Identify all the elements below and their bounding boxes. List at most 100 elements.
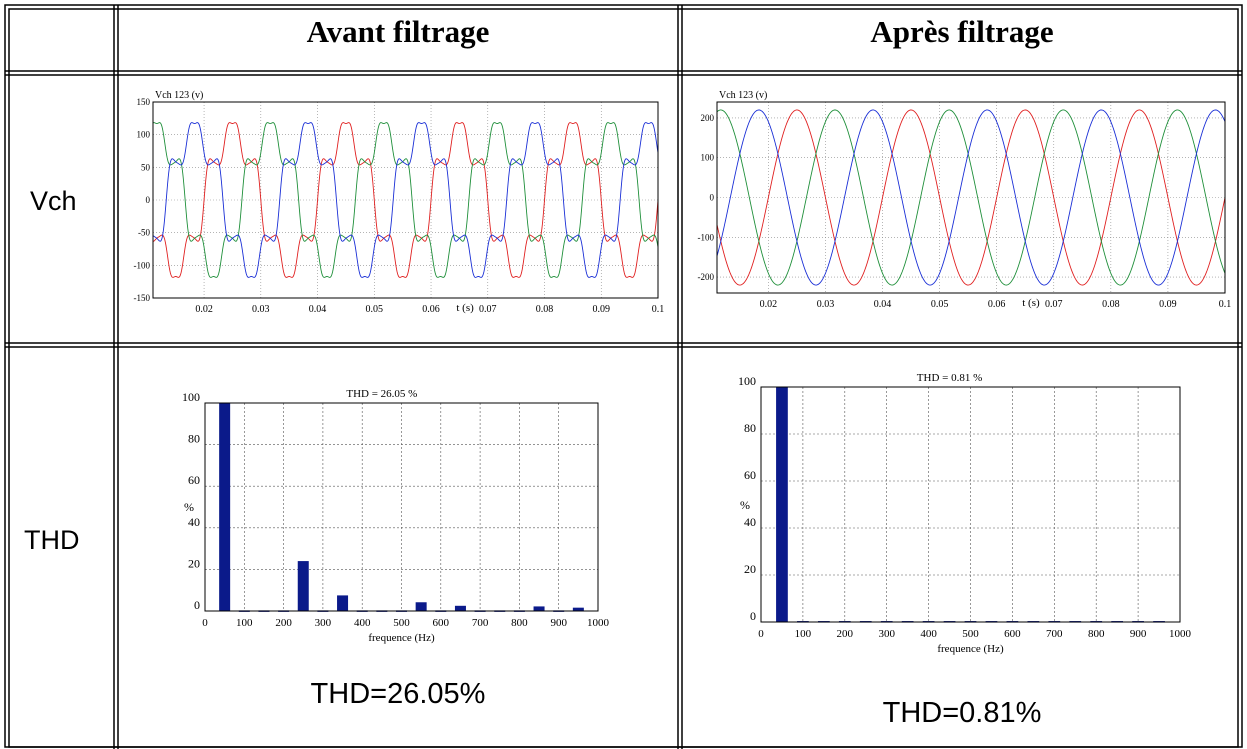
x-tick-label: 0 bbox=[758, 628, 764, 640]
bar bbox=[533, 606, 545, 611]
series-line-2 bbox=[152, 122, 659, 278]
y-tick-label: 100 bbox=[137, 130, 151, 140]
x-tick-label: 0.04 bbox=[309, 304, 327, 314]
chart-title: THD = 26.05 % bbox=[346, 388, 417, 400]
bar bbox=[297, 561, 309, 611]
bar bbox=[572, 607, 584, 611]
y-tick-label: -200 bbox=[698, 272, 715, 282]
y-tick-label: 20 bbox=[744, 562, 756, 576]
x-tick-label: 0.08 bbox=[1102, 299, 1120, 310]
x-tick-label: 300 bbox=[878, 628, 895, 640]
y-tick-label: 60 bbox=[188, 473, 200, 487]
x-tick-label: 100 bbox=[795, 628, 812, 640]
row-label-thd: THD bbox=[24, 525, 80, 555]
x-tick-label: 0 bbox=[202, 617, 208, 629]
y-tick-label: 0 bbox=[710, 193, 715, 203]
x-tick-label: 100 bbox=[236, 617, 253, 629]
y-tick-label: 0 bbox=[146, 195, 151, 205]
y-tick-label: 60 bbox=[744, 468, 756, 482]
x-tick-label: 900 bbox=[1130, 628, 1147, 640]
x-tick-label: 0.07 bbox=[479, 304, 497, 314]
x-tick-label: 0.09 bbox=[1159, 299, 1177, 310]
series-line-1 bbox=[716, 109, 1226, 286]
series-line-3 bbox=[152, 122, 659, 278]
plot-frame bbox=[716, 101, 1226, 294]
column-header-after: Après filtrage bbox=[870, 14, 1054, 49]
column-header-before: Avant filtrage bbox=[306, 14, 490, 49]
y-tick-label: -150 bbox=[134, 293, 151, 303]
chart-thd-before: 0 100 200 300 400 500 600 700 800 900 100010080604… bbox=[182, 388, 610, 644]
chart-vch-before: Vch 123 (v) 0.02 0.03 0.04 0.05 0.06 0.07 0.08 0… bbox=[134, 90, 665, 314]
bar bbox=[219, 403, 231, 611]
x-axis-label: t (s) bbox=[456, 302, 474, 314]
thd-caption-after: THD=0.81% bbox=[882, 697, 1042, 729]
x-axis-label: frequence (Hz) bbox=[937, 643, 1004, 655]
x-tick-label: 600 bbox=[1004, 628, 1021, 640]
y-tick-label: 20 bbox=[188, 556, 200, 570]
series-line-1 bbox=[152, 122, 659, 278]
x-tick-label: 0.02 bbox=[760, 299, 778, 310]
chart-thd-after: 0 100 200 300 400 500 600 700 800 900 100010080604… bbox=[738, 372, 1192, 655]
x-tick-label: 600 bbox=[433, 617, 450, 629]
x-tick-label: 0.05 bbox=[366, 304, 384, 314]
x-axis-label: t (s) bbox=[1022, 297, 1040, 309]
series-line-3 bbox=[716, 109, 1226, 286]
y-tick-label: -50 bbox=[138, 228, 150, 238]
x-tick-label: 500 bbox=[393, 617, 410, 629]
y-axis-label: % bbox=[184, 500, 194, 514]
x-tick-label: 300 bbox=[315, 617, 332, 629]
x-tick-label: 0.03 bbox=[252, 304, 270, 314]
y-tick-label: 100 bbox=[701, 153, 715, 163]
y-tick-label: 150 bbox=[137, 97, 151, 107]
x-tick-label: 400 bbox=[920, 628, 937, 640]
chart-vch-after: Vch 123 (v) 0.02 0.03 0.04 0.05 0.06 0.07 0.08 0… bbox=[698, 90, 1232, 310]
x-tick-label: 200 bbox=[837, 628, 854, 640]
x-tick-label: 0.07 bbox=[1045, 299, 1063, 310]
y-axis-label: % bbox=[740, 498, 750, 512]
x-tick-label: 0.09 bbox=[593, 304, 611, 314]
series-line-2 bbox=[716, 109, 1226, 286]
chart-title: Vch 123 (v) bbox=[719, 90, 767, 101]
x-tick-label: 800 bbox=[1088, 628, 1105, 640]
x-tick-label: 0.06 bbox=[422, 304, 440, 314]
x-tick-label: 800 bbox=[511, 617, 528, 629]
chart-title: Vch 123 (v) bbox=[155, 90, 203, 101]
y-tick-label: 80 bbox=[744, 421, 756, 435]
row-label-vch: Vch bbox=[30, 186, 77, 216]
x-tick-label: 700 bbox=[1046, 628, 1063, 640]
y-tick-label: 200 bbox=[701, 113, 715, 123]
x-tick-label: 0.08 bbox=[536, 304, 554, 314]
y-tick-label: -100 bbox=[134, 260, 151, 270]
y-tick-label: 100 bbox=[182, 390, 200, 404]
x-tick-label: 0.04 bbox=[874, 299, 892, 310]
x-tick-label: 0.06 bbox=[988, 299, 1006, 310]
x-tick-label: 0.1 bbox=[652, 304, 665, 314]
x-tick-label: 1000 bbox=[587, 617, 610, 629]
y-tick-label: 0 bbox=[750, 609, 756, 623]
bar bbox=[337, 595, 349, 611]
x-tick-label: 900 bbox=[550, 617, 567, 629]
bar bbox=[415, 602, 427, 611]
x-tick-label: 700 bbox=[472, 617, 489, 629]
y-tick-label: 80 bbox=[188, 432, 200, 446]
x-tick-label: 0.05 bbox=[931, 299, 949, 310]
y-tick-label: 40 bbox=[188, 515, 200, 529]
plot-frame bbox=[760, 386, 1181, 623]
y-tick-label: 0 bbox=[194, 598, 200, 612]
x-tick-label: 1000 bbox=[1169, 628, 1192, 640]
x-tick-label: 0.1 bbox=[1219, 299, 1232, 310]
x-tick-label: 200 bbox=[275, 617, 292, 629]
x-tick-label: 400 bbox=[354, 617, 371, 629]
plot-frame bbox=[152, 101, 659, 299]
y-tick-label: 40 bbox=[744, 515, 756, 529]
y-tick-label: 50 bbox=[141, 162, 151, 172]
bar bbox=[454, 605, 466, 611]
y-tick-label: -100 bbox=[698, 232, 715, 242]
x-axis-label: frequence (Hz) bbox=[368, 632, 435, 644]
y-tick-label: 100 bbox=[738, 374, 756, 388]
bar bbox=[776, 387, 788, 622]
thd-caption-before: THD=26.05% bbox=[310, 678, 486, 710]
x-tick-label: 0.03 bbox=[817, 299, 835, 310]
